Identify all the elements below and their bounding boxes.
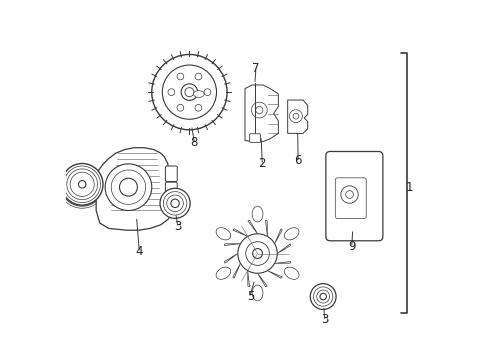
Polygon shape: [277, 244, 291, 253]
Polygon shape: [96, 148, 175, 230]
Circle shape: [293, 113, 299, 119]
Text: 7: 7: [252, 62, 260, 75]
FancyBboxPatch shape: [250, 134, 260, 142]
Text: 3: 3: [174, 220, 181, 233]
Circle shape: [320, 293, 326, 300]
Circle shape: [185, 87, 194, 96]
Ellipse shape: [252, 285, 263, 301]
Circle shape: [341, 186, 358, 203]
Circle shape: [168, 89, 175, 95]
Circle shape: [251, 102, 267, 118]
Polygon shape: [268, 271, 282, 278]
Ellipse shape: [216, 267, 231, 279]
Circle shape: [105, 164, 152, 211]
Polygon shape: [247, 271, 249, 287]
Polygon shape: [274, 261, 291, 264]
Circle shape: [171, 199, 179, 207]
Polygon shape: [248, 220, 258, 234]
Ellipse shape: [194, 91, 204, 98]
Ellipse shape: [216, 228, 231, 240]
Polygon shape: [288, 100, 308, 134]
Polygon shape: [266, 220, 268, 237]
Polygon shape: [224, 244, 241, 246]
Text: 8: 8: [191, 136, 198, 149]
Polygon shape: [258, 273, 267, 287]
FancyBboxPatch shape: [166, 166, 177, 181]
Circle shape: [177, 73, 184, 80]
Circle shape: [177, 104, 184, 111]
Text: 2: 2: [258, 157, 266, 170]
Circle shape: [256, 107, 263, 114]
Circle shape: [160, 188, 190, 219]
FancyBboxPatch shape: [326, 152, 383, 241]
Circle shape: [111, 170, 146, 204]
Circle shape: [78, 181, 86, 188]
Ellipse shape: [284, 228, 299, 240]
Text: 9: 9: [348, 240, 356, 253]
Polygon shape: [224, 253, 238, 263]
Ellipse shape: [284, 267, 299, 279]
Circle shape: [290, 110, 302, 123]
Polygon shape: [233, 229, 247, 237]
Circle shape: [245, 242, 270, 265]
Circle shape: [204, 89, 211, 95]
Circle shape: [120, 178, 137, 196]
Circle shape: [195, 104, 202, 111]
Circle shape: [253, 249, 263, 258]
Circle shape: [61, 163, 103, 205]
Circle shape: [181, 84, 197, 100]
Text: 5: 5: [246, 290, 254, 303]
Polygon shape: [245, 85, 278, 141]
Circle shape: [310, 284, 336, 310]
Circle shape: [238, 234, 277, 273]
Text: 1: 1: [406, 181, 413, 194]
FancyBboxPatch shape: [335, 178, 366, 219]
Polygon shape: [274, 229, 282, 244]
FancyBboxPatch shape: [166, 182, 177, 198]
Circle shape: [152, 54, 227, 130]
Text: 3: 3: [321, 313, 328, 327]
Polygon shape: [233, 264, 241, 278]
Circle shape: [195, 73, 202, 80]
Ellipse shape: [252, 206, 263, 222]
Circle shape: [345, 191, 353, 198]
Text: 6: 6: [294, 154, 302, 167]
Text: 4: 4: [135, 245, 143, 258]
